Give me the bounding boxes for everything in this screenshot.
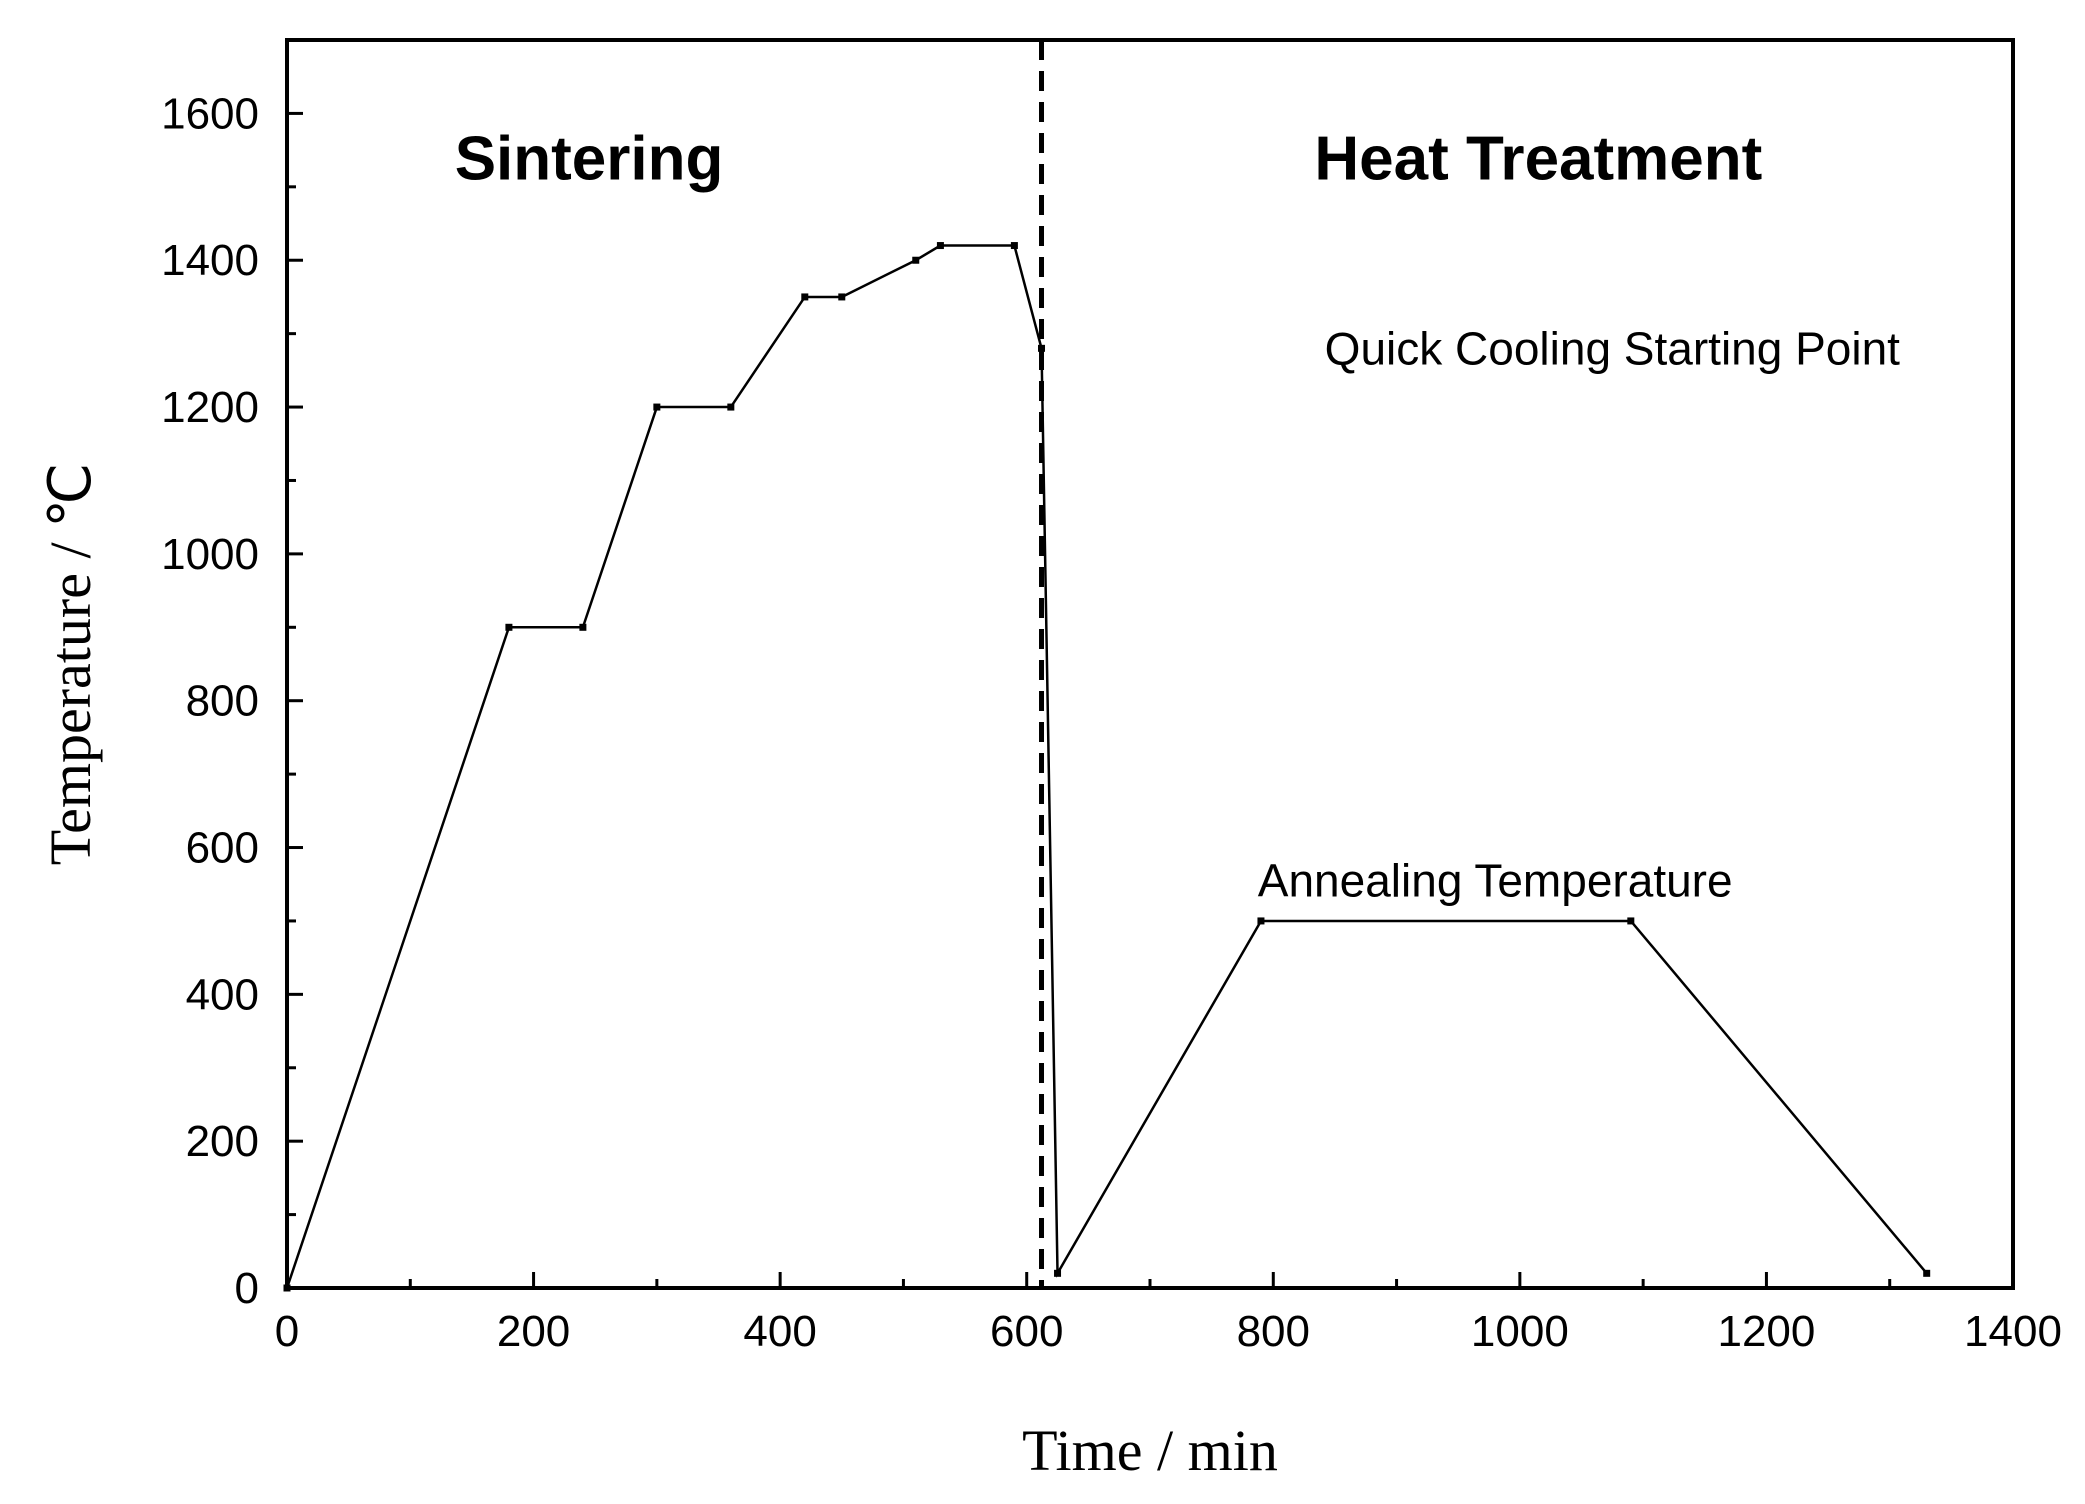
x-tick-label: 1000	[1471, 1307, 1569, 1356]
region-label: Sintering	[455, 124, 724, 193]
y-tick-label: 200	[186, 1117, 259, 1166]
data-point	[1257, 917, 1265, 925]
y-tick-label: 600	[186, 824, 259, 873]
data-point	[1923, 1269, 1931, 1277]
x-axis-ticks: 0 200 400 600 800 1000 1200 1400	[275, 1272, 2062, 1356]
y-tick-label: 800	[186, 677, 259, 726]
x-tick-label: 200	[497, 1307, 570, 1356]
data-point	[579, 623, 587, 631]
x-tick-label: 800	[1237, 1307, 1310, 1356]
x-tick-label: 0	[275, 1307, 299, 1356]
annotation-text: Annealing Temperature	[1258, 855, 1733, 907]
y-tick-label: 400	[186, 970, 259, 1019]
x-tick-label: 1200	[1717, 1307, 1815, 1356]
annotations: Quick Cooling Starting Point Annealing Te…	[1258, 322, 1900, 906]
x-tick-label: 1400	[1964, 1307, 2062, 1356]
data-point	[936, 242, 944, 250]
data-point	[505, 623, 513, 631]
y-tick-label: 1600	[161, 89, 259, 138]
series-line	[285, 244, 1928, 1289]
data-point	[653, 403, 661, 411]
data-point	[838, 293, 846, 301]
temperature-series	[283, 242, 1931, 1292]
region-label: Heat Treatment	[1314, 124, 1762, 193]
data-point	[727, 403, 735, 411]
data-point	[1054, 1269, 1062, 1277]
data-point	[1038, 344, 1046, 352]
plot-frame	[285, 38, 2015, 1290]
y-tick-label: 1400	[161, 236, 259, 285]
x-axis-title: Time / min	[1022, 1418, 1278, 1483]
x-tick-label: 600	[990, 1307, 1063, 1356]
x-tick-label: 400	[743, 1307, 816, 1356]
data-point	[912, 256, 920, 264]
y-axis-title: Temperature / ℃	[38, 463, 103, 865]
y-tick-label: 1000	[161, 530, 259, 579]
y-tick-label: 0	[235, 1264, 259, 1313]
y-tick-label: 1200	[161, 383, 259, 432]
data-point	[1627, 917, 1635, 925]
data-point	[801, 293, 809, 301]
y-axis-ticks: 0 200 400 600 800 1000 1200 1400 1600	[161, 89, 303, 1313]
annotation-text: Quick Cooling Starting Point	[1325, 322, 1901, 374]
data-point	[1010, 242, 1018, 250]
region-labels: Sintering Heat Treatment	[455, 124, 1763, 193]
